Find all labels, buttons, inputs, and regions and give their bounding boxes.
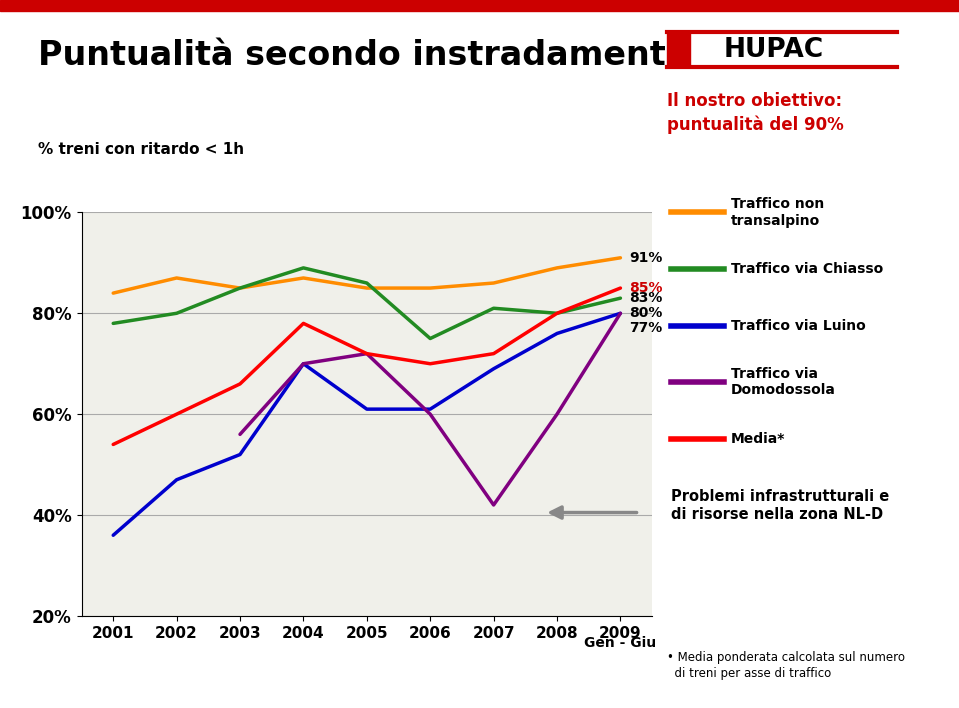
Text: Traffico non
transalpino: Traffico non transalpino xyxy=(731,198,824,227)
Text: 83%: 83% xyxy=(629,291,662,305)
Text: HUPAC: HUPAC xyxy=(724,37,824,62)
Text: Traffico via Luino: Traffico via Luino xyxy=(731,319,866,333)
Text: Puntualità secondo instradamenti: Puntualità secondo instradamenti xyxy=(38,39,677,72)
Text: • Media ponderata calcolata sul numero
  di treni per asse di traffico: • Media ponderata calcolata sul numero d… xyxy=(667,651,904,680)
Text: 85%: 85% xyxy=(629,281,663,295)
Text: 77%: 77% xyxy=(629,321,662,336)
Text: % treni con ritardo < 1h: % treni con ritardo < 1h xyxy=(38,142,245,156)
Text: Il nostro obiettivo:
puntualità del 90%: Il nostro obiettivo: puntualità del 90% xyxy=(667,92,843,135)
Text: Media*: Media* xyxy=(731,432,785,446)
Text: 80%: 80% xyxy=(629,307,662,320)
Text: Gen - Giu: Gen - Giu xyxy=(584,636,657,650)
Text: 91%: 91% xyxy=(629,251,662,265)
Text: Problemi infrastrutturali e
di risorse nella zona NL-D: Problemi infrastrutturali e di risorse n… xyxy=(671,489,890,522)
Text: Traffico via Chiasso: Traffico via Chiasso xyxy=(731,262,883,276)
Text: Traffico via
Domodossola: Traffico via Domodossola xyxy=(731,367,835,397)
